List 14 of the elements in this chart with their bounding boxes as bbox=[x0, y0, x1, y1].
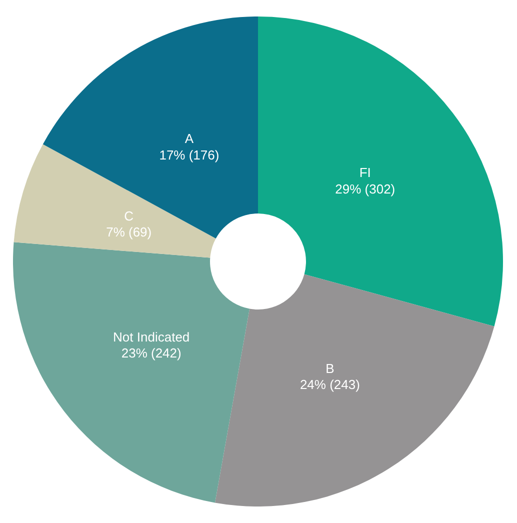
data-label: 24% (243) bbox=[300, 377, 360, 392]
donut-slice bbox=[214, 274, 494, 506]
donut-slice bbox=[258, 16, 503, 326]
slice-label: B bbox=[326, 360, 334, 376]
donut-slice bbox=[13, 242, 250, 503]
slice-label: Not Indicated bbox=[113, 329, 190, 344]
slice-label: FI bbox=[359, 165, 371, 180]
data-label: 23% (242) bbox=[121, 346, 182, 361]
donut-slice bbox=[42, 16, 258, 239]
data-label: 29% (302) bbox=[335, 181, 396, 196]
slice-label: C bbox=[124, 208, 134, 224]
data-label: 17% (176) bbox=[159, 147, 220, 162]
data-label: 7% (69) bbox=[106, 224, 152, 240]
slice-label: A bbox=[184, 131, 194, 146]
